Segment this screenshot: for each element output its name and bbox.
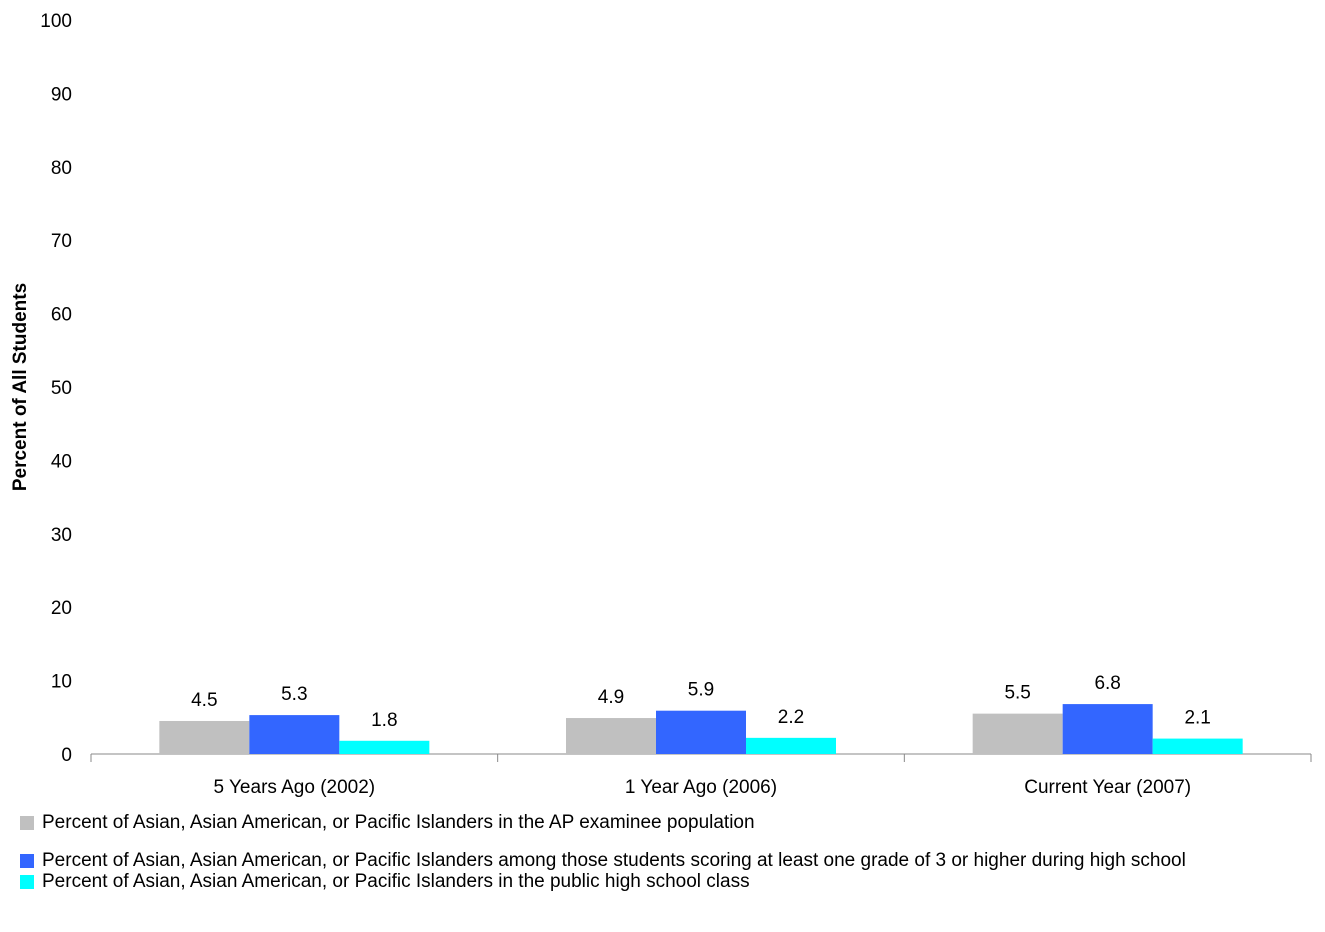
legend-item-scoring-3-or-higher: Percent of Asian, Asian American, or Pac… [20,850,1320,871]
data-label: 2.2 [778,707,804,728]
legend-swatch-gray [20,816,34,830]
data-label: 6.8 [1094,673,1120,694]
legend-item-ap-examinee: Percent of Asian, Asian American, or Pac… [20,812,1320,833]
y-axis-title-group: Percent of All Students [10,283,31,491]
y-tick-label: 20 [51,598,72,619]
legend-swatch-cyan [20,875,34,889]
data-label: 1.8 [371,710,397,731]
legend-label: Percent of Asian, Asian American, or Pac… [42,871,750,892]
y-tick-label: 60 [51,305,72,326]
y-tick-label: 70 [51,231,72,252]
y-tick-label: 100 [40,11,72,32]
y-tick-label: 10 [51,672,72,693]
y-tick-label: 0 [61,745,72,766]
bar [746,737,836,754]
data-label: 5.9 [688,680,714,701]
legend-label: Percent of Asian, Asian American, or Pac… [42,850,1186,871]
bar [972,713,1063,754]
bar [1062,704,1153,754]
y-tick-label: 90 [51,84,72,105]
x-axis-ticks: 5 Years Ago (2002) 1 Year Ago (2006) Curre… [90,754,1312,798]
bar [1152,738,1243,754]
legend-swatch-blue [20,854,34,868]
data-label: 5.3 [281,684,307,705]
y-tick-label: 30 [51,525,72,546]
legend-label: Percent of Asian, Asian American, or Pac… [42,812,755,833]
data-label: 5.5 [1004,683,1030,704]
y-tick-label: 80 [51,158,72,179]
legend-item-public-hs-class: Percent of Asian, Asian American, or Pac… [20,871,1320,892]
bar [249,715,340,754]
y-tick-label: 40 [51,451,72,472]
data-label: 4.9 [598,687,624,708]
data-labels: 4.5 4.9 5.5 5.3 5.9 6.8 1.8 2.2 2.1 [191,673,1211,731]
bar [159,720,250,754]
bars [159,704,1243,754]
data-label: 4.5 [191,690,217,711]
x-tick-label: 5 Years Ago (2002) [214,777,376,798]
y-axis-title: Percent of All Students [10,283,31,491]
y-tick-label: 50 [51,378,72,399]
bar [566,718,656,754]
x-tick-label: Current Year (2007) [1024,777,1191,798]
bar-chart: Percent of All Students 0 10 20 30 40 50 60 70 8… [10,11,1312,798]
x-tick-label: 1 Year Ago (2006) [625,777,777,798]
bar [656,710,746,754]
legend: Percent of Asian, Asian American, or Pac… [20,812,1320,892]
data-label: 2.1 [1184,708,1210,729]
bar [339,740,430,754]
y-axis-ticks: 0 10 20 30 40 50 60 70 80 90 100 [40,11,72,766]
